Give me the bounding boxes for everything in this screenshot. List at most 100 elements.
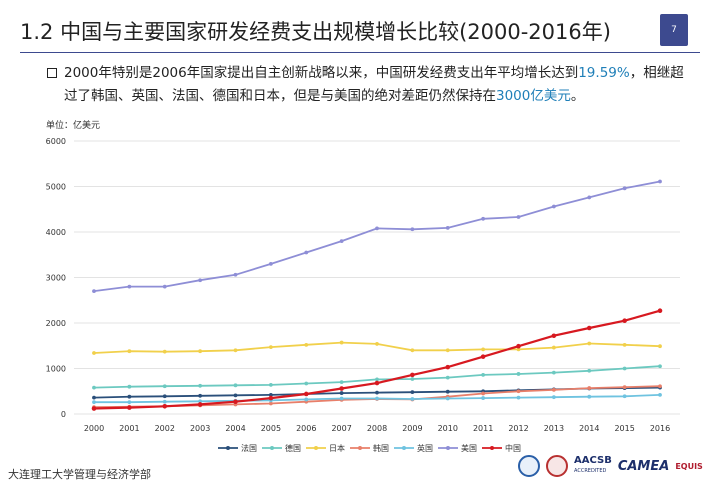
y-tick-label: 5000 — [46, 183, 66, 192]
x-tick-label: 2004 — [225, 424, 245, 433]
legend-label: 英国 — [417, 443, 433, 453]
legend-marker-5 — [446, 446, 450, 450]
bullet-text-part3: 。 — [570, 88, 585, 104]
x-tick-label: 2014 — [579, 424, 599, 433]
data-point — [516, 347, 521, 352]
data-point — [268, 261, 273, 266]
y-tick-label: 6000 — [46, 137, 66, 146]
legend-marker-6 — [490, 446, 494, 450]
data-point — [339, 386, 344, 391]
data-point — [587, 394, 592, 399]
data-point — [551, 204, 556, 209]
data-point — [127, 284, 132, 289]
page-number-badge: 7 — [660, 14, 688, 46]
data-point — [233, 393, 238, 398]
data-point — [587, 386, 592, 390]
x-tick-label: 2015 — [614, 424, 634, 433]
data-point — [162, 403, 168, 409]
data-point — [339, 239, 344, 244]
legend-label: 美国 — [461, 443, 477, 453]
y-tick-label: 2000 — [46, 319, 66, 328]
data-point — [304, 397, 309, 402]
data-point — [658, 384, 662, 389]
x-tick-label: 2013 — [544, 424, 564, 433]
data-point — [339, 380, 344, 385]
data-point — [445, 389, 450, 394]
data-point — [516, 395, 521, 400]
bullet-highlight-gap: 3000亿美元 — [496, 88, 571, 104]
data-point — [375, 342, 379, 346]
data-point — [127, 400, 132, 405]
data-point — [622, 394, 627, 399]
legend-label: 法国 — [241, 443, 257, 453]
data-point — [481, 372, 486, 377]
data-point — [551, 395, 556, 400]
x-tick-label: 2005 — [261, 424, 281, 433]
data-point — [622, 385, 627, 390]
data-point — [233, 383, 238, 388]
data-point — [445, 375, 450, 380]
data-point — [445, 348, 450, 353]
data-point — [622, 318, 627, 324]
data-point — [481, 396, 486, 400]
camea-logo: CAMEA — [617, 458, 670, 474]
data-point — [375, 377, 379, 382]
x-tick-label: 2008 — [367, 424, 387, 433]
data-point — [516, 372, 521, 376]
legend-marker-0 — [226, 446, 230, 450]
data-point — [233, 399, 238, 405]
equis-logo: EQUIS — [675, 461, 703, 471]
data-point — [410, 377, 415, 381]
data-point — [198, 399, 203, 404]
data-point — [92, 400, 96, 405]
data-point — [445, 226, 450, 230]
data-point — [162, 399, 167, 404]
data-point — [92, 289, 96, 294]
data-point — [586, 325, 592, 331]
data-point — [339, 396, 344, 401]
data-point — [410, 372, 415, 378]
data-point — [658, 344, 662, 349]
x-tick-label: 2007 — [331, 424, 351, 433]
data-point — [197, 402, 203, 407]
data-point — [410, 348, 415, 353]
data-point — [587, 341, 592, 346]
data-point — [587, 195, 592, 200]
bullet-text-part1: 2000年特别是2006年国家提出自主创新战略以来，中国研发经费支出年平均增长达… — [64, 65, 579, 81]
footer-logos: AACSB ACCREDITED CAMEA EQUIS — [518, 452, 703, 480]
data-point — [233, 272, 238, 277]
data-point — [516, 215, 521, 219]
data-point — [516, 343, 521, 349]
bullet-square-icon — [47, 68, 57, 78]
data-point — [658, 392, 662, 397]
data-point — [198, 393, 203, 398]
legend-label: 德国 — [285, 443, 301, 453]
data-point — [339, 340, 344, 345]
y-tick-label: 3000 — [46, 274, 66, 283]
data-point — [481, 216, 486, 221]
data-point — [481, 391, 486, 396]
data-point — [410, 227, 415, 232]
x-tick-label: 2001 — [119, 424, 139, 433]
data-point — [233, 348, 238, 353]
data-point — [268, 392, 273, 397]
legend-marker-1 — [270, 446, 274, 450]
y-tick-label: 4000 — [46, 228, 66, 237]
footer-institution: 大连理工大学管理与经济学部 — [8, 468, 151, 481]
slide-title: 1.2 中国与主要国家研发经费支出规模增长比较(2000-2016年) — [20, 20, 611, 44]
data-point — [551, 345, 556, 350]
data-point — [622, 342, 627, 347]
data-point — [516, 389, 521, 394]
data-point — [92, 385, 96, 390]
legend-marker-4 — [402, 446, 406, 450]
data-point — [127, 405, 132, 410]
data-point — [303, 391, 309, 397]
data-point — [445, 364, 451, 370]
data-point — [127, 384, 132, 389]
legend-label: 韩国 — [373, 443, 389, 453]
data-point — [551, 387, 556, 392]
data-point — [162, 349, 167, 354]
x-tick-label: 2000 — [84, 424, 104, 433]
legend-marker-3 — [358, 446, 362, 450]
